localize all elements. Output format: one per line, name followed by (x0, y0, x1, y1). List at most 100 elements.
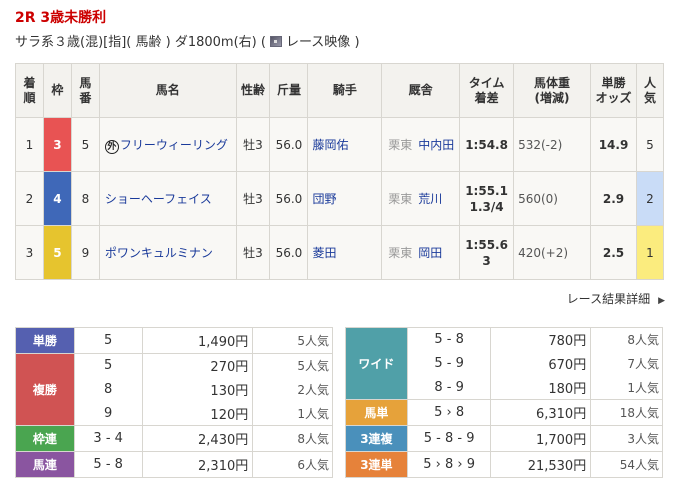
payout-row: 5 - 9 670円 7人気 (346, 351, 663, 376)
race-result-detail-link[interactable]: レース結果詳細 ▶ (567, 290, 665, 307)
gate-badge: 4 (42, 171, 72, 226)
jockey-link[interactable]: 菱田 (307, 225, 383, 280)
table-row: 3 5 9 ポワンキュルミナン 牡3 56.0 菱田 栗東 岡田 1:55.6 3 420(+2) 2.… (15, 225, 665, 280)
payout-popularity: 6人気 (252, 451, 333, 478)
bet-type-label: 複勝 (15, 353, 75, 426)
body-weight: 420(+2) (513, 225, 592, 280)
payout-row: 馬単 5 › 8 6,310円 18人気 (345, 399, 663, 426)
payout-row: 単勝 5 1,490円 5人気 (15, 327, 333, 354)
column-header: 厩舎 (381, 63, 461, 118)
win-odds: 14.9 (590, 117, 637, 172)
column-header: 人 気 (635, 63, 665, 118)
payout-table-left: 単勝 5 1,490円 5人気 複勝 5 270円 5人気 8 130円 2人気 9 120円 1人気 枠連… (15, 327, 333, 478)
stable-cell: 栗東 中内田 (381, 117, 461, 172)
payout-row: 枠連 3 - 4 2,430円 8人気 (15, 425, 333, 452)
payout-row: ワイド 5 - 8 780円 8人気 (345, 327, 663, 400)
payout-amount: 270円 (141, 353, 254, 378)
payout-amount: 2,310円 (141, 451, 254, 478)
combination: 5 (73, 353, 143, 378)
payout-amount: 180円 (490, 375, 592, 400)
more-label: レース結果詳細 (566, 292, 651, 306)
video-icon[interactable] (269, 36, 282, 47)
horse-name-link[interactable]: フリーウィーリング (119, 137, 228, 152)
payout-popularity: 3人気 (590, 425, 663, 452)
carried-weight: 56.0 (269, 171, 309, 226)
combination: 8 (73, 377, 143, 402)
bet-type-label: ワイド (345, 327, 408, 400)
rank-cell: 2 (15, 171, 44, 226)
margin: 1.3/4 (469, 199, 504, 214)
horse-name-link[interactable]: ポワンキュルミナン (104, 246, 213, 260)
payout-popularity: 7人気 (590, 351, 663, 376)
payout-row: 複勝 5 270円 5人気 (15, 353, 333, 426)
body-weight: 560(0) (513, 171, 592, 226)
column-header: 馬名 (98, 63, 237, 118)
table-row: 1 3 5 外フリーウィーリング 牡3 56.0 藤岡佑 栗東 中内田 1:54.8 532(-2)… (15, 117, 665, 172)
race-video-link[interactable]: レース映像 (285, 35, 351, 50)
payout-row: 8 130円 2人気 (16, 377, 333, 402)
jockey-link[interactable]: 団野 (307, 171, 383, 226)
time-cell: 1:55.1 1.3/4 (459, 171, 515, 226)
payout-amount: 2,430円 (141, 425, 254, 452)
payout-popularity: 18人気 (590, 399, 663, 426)
win-odds: 2.5 (590, 225, 637, 280)
payout-table-right: ワイド 5 - 8 780円 8人気 5 - 9 670円 7人気 8 - 9 180円 1人気馬… (345, 327, 663, 478)
stable-cell: 栗東 岡田 (381, 225, 461, 280)
column-header: 枠 (42, 63, 72, 118)
payout-popularity: 8人気 (590, 327, 663, 352)
rank-cell: 3 (15, 225, 44, 280)
time-cell: 1:54.8 (459, 117, 515, 172)
bet-type-label: 3連単 (345, 451, 408, 478)
horse-name-link[interactable]: ショーヘーフェイス (104, 192, 212, 206)
bet-type-label: 馬単 (345, 399, 408, 426)
column-header: 馬 番 (70, 63, 100, 118)
payout-amount: 130円 (141, 377, 254, 402)
horse-number: 5 (70, 117, 100, 172)
conditions-text: サラ系３歳(混)[指]( 馬齢 ) ダ1800m(右) ( (15, 35, 266, 50)
column-header: 着 順 (15, 63, 44, 118)
payout-amount: 6,310円 (490, 399, 592, 426)
payout-popularity: 5人気 (252, 353, 333, 378)
bet-type-label: 単勝 (15, 327, 75, 354)
horse-name-cell: ポワンキュルミナン (98, 225, 237, 280)
jockey-link[interactable]: 藤岡佑 (307, 117, 383, 172)
payout-row: 8 - 9 180円 1人気 (346, 375, 663, 400)
combination: 5 › 8 › 9 (406, 451, 492, 478)
gate-badge: 3 (42, 117, 72, 172)
payout-amount: 21,530円 (490, 451, 592, 478)
combination: 5 (73, 327, 143, 354)
sex-age: 牡3 (235, 225, 271, 280)
column-header: 性齢 (235, 63, 271, 118)
popularity: 2 (635, 171, 665, 226)
finish-time: 1:54.8 (465, 137, 508, 152)
payout-amount: 780円 (490, 327, 592, 352)
trainer-link[interactable]: 荒川 (418, 192, 443, 206)
bet-type-label: 3連複 (345, 425, 408, 452)
payout-popularity: 8人気 (252, 425, 333, 452)
payout-row: 馬連 5 - 8 2,310円 6人気 (15, 451, 333, 478)
payout-popularity: 5人気 (252, 327, 333, 354)
trainer-link[interactable]: 中内田 (418, 138, 455, 152)
stable-area: 栗東 (388, 246, 413, 260)
results-table: 着 順枠馬 番馬名 性齢 斤量 騎手 厩舎 タイム 着差 馬体重 (増減) 単勝 オッズ人 気… (15, 63, 665, 280)
stable-cell: 栗東 荒川 (381, 171, 461, 226)
payout-row: 9 120円 1人気 (16, 401, 333, 426)
payout-popularity: 1人気 (252, 401, 333, 426)
payout-row: 3連複 5 - 8 - 9 1,700円 3人気 (345, 425, 663, 452)
rank-cell: 1 (15, 117, 44, 172)
combination: 5 - 8 - 9 (406, 425, 492, 452)
horse-name-cell: 外フリーウィーリング (98, 117, 237, 172)
carried-weight: 56.0 (269, 225, 309, 280)
body-weight: 532(-2) (513, 117, 592, 172)
combination: 3 - 4 (73, 425, 143, 452)
payout-popularity: 54人気 (590, 451, 663, 478)
payout-amount: 1,700円 (490, 425, 592, 452)
margin: 3 (482, 253, 491, 268)
combination: 5 - 8 (406, 327, 492, 352)
payout-popularity: 1人気 (590, 375, 663, 400)
trainer-link[interactable]: 岡田 (418, 246, 443, 260)
finish-time: 1:55.6 (465, 237, 508, 252)
stable-area: 栗東 (388, 192, 413, 206)
payout-popularity: 2人気 (252, 377, 333, 402)
bet-type-label: 馬連 (15, 451, 75, 478)
